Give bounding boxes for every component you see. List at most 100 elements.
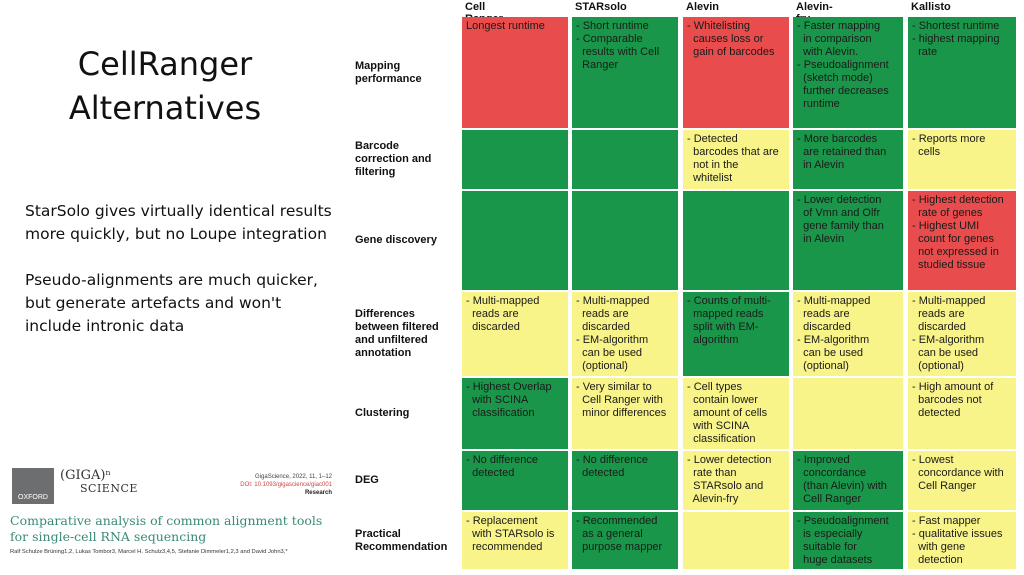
cell-text-line: minor differences <box>576 407 667 419</box>
cell-text-line: - Very similar to <box>576 381 652 393</box>
cell-text-line: runtime <box>797 98 840 110</box>
cell-text-line: - Faster mapping <box>797 20 881 32</box>
cell-text-line: concordance <box>797 467 867 479</box>
cell-text-line: - High amount of <box>912 381 994 393</box>
cell-text-line: - Fast mapper <box>912 515 981 527</box>
citation-text: GigaScience, 2022, 11, 1–12 <box>255 474 332 480</box>
table-cell: - Lower detection rate than STARsolo and… <box>683 451 789 510</box>
cell-text-line: concordance with <box>912 467 1004 479</box>
table-cell <box>683 512 789 569</box>
cell-text-line: - Multi-mapped <box>912 295 986 307</box>
table-cell: - Improved concordance (than Alevin) wit… <box>793 451 903 510</box>
cell-text-line: split with EM- <box>687 321 759 333</box>
row-label-5: DEG <box>355 451 459 510</box>
cell-text-line: - Reports more <box>912 133 986 145</box>
row-label-line: performance <box>355 72 422 85</box>
cell-text-line: - Lower detection <box>797 194 882 206</box>
cell-text-line: detected <box>912 407 961 419</box>
cell-text-line: further decreases <box>797 85 889 97</box>
cell-text-line: (optional) <box>912 360 964 372</box>
cell-text-line: amount of cells <box>687 407 768 419</box>
cell-text-line: STARsolo and <box>687 480 764 492</box>
cell-text-line: cells <box>912 146 941 158</box>
cell-text-line: causes loss or <box>687 33 764 45</box>
table-cell: - More barcodes are retained than in Ale… <box>793 130 903 189</box>
cell-text-line: with SCINA <box>466 394 529 406</box>
table-cell <box>462 130 568 189</box>
cell-text-line: barcodes that are <box>687 146 779 158</box>
cell-text-line: Ranger <box>576 59 619 71</box>
cell-text-line: Alevin-fry <box>687 493 739 505</box>
row-label-line: Recommendation <box>355 540 448 553</box>
table-cell: - Replacement with STARsolo is recommend… <box>462 512 568 569</box>
table-cell: - No difference detected <box>572 451 678 510</box>
cell-text-line: purpose mapper <box>576 541 663 553</box>
cell-text-line: detected <box>576 467 625 479</box>
cell-text-line: is especially <box>797 528 863 540</box>
cell-text-line: rate of genes <box>912 207 983 219</box>
cell-text-line: studied tissue <box>912 259 986 271</box>
cell-text-line: - Replacement <box>466 515 538 527</box>
cell-text-line: with SCINA <box>687 420 750 432</box>
cell-text-line: gene family than <box>797 220 884 232</box>
row-label-line: DEG <box>355 474 379 486</box>
row-label-line: filtering <box>355 166 396 178</box>
paper-citation: GigaScience, 2022, 11, 1–12 DOI: 10.1093… <box>240 473 332 497</box>
table-cell: - Multi-mapped reads are discarded - EM-a… <box>572 292 678 376</box>
cell-text-line: reads are <box>576 308 629 320</box>
cell-text-line: - Highest Overlap <box>466 381 552 393</box>
cell-text-line: contain lower <box>687 394 758 406</box>
row-label-line: Practical <box>355 527 401 540</box>
cell-text-line: rate than <box>687 467 737 479</box>
cell-text-line: of Vmn and Olfr <box>797 207 881 219</box>
cell-text-line: with STARsolo is <box>466 528 555 540</box>
cell-text-line: - Comparable <box>576 33 643 45</box>
cell-text-line: mapped reads <box>687 308 764 320</box>
note-pseudo-alignment: Pseudo-alignments are much quicker, but … <box>25 271 318 335</box>
paper-reference: OXFORD (GIGA)ⁿ SCIENCE GigaScience, 2022… <box>10 463 340 571</box>
table-cell: Longest runtime <box>462 17 568 128</box>
row-label-line: and unfiltered <box>355 334 428 346</box>
table-cell: - Faster mapping in comparison with Alev… <box>793 17 903 128</box>
table-cell: - Detected barcodes that are not in the … <box>683 130 789 189</box>
cell-text-line: gain of barcodes <box>687 46 775 58</box>
row-label-line: Differences <box>355 308 415 320</box>
cell-text-line: can be used <box>912 347 979 359</box>
cell-text-line: - Multi-mapped <box>797 295 871 307</box>
cell-text-line: - Multi-mapped <box>576 295 650 307</box>
cell-text-line: classification <box>687 433 756 445</box>
slide-title: CellRanger Alternatives <box>40 42 290 130</box>
paper-title: Comparative analysis of common alignment… <box>10 513 323 544</box>
table-cell: - No difference detected <box>462 451 568 510</box>
doi-link[interactable]: DOI: 10.1093/gigascience/giac001 <box>240 482 332 488</box>
row-label-line: correction and <box>355 153 432 165</box>
cell-text-line: can be used <box>797 347 864 359</box>
table-cell: - Recommended as a general purpose mappe… <box>572 512 678 569</box>
cell-text-line: - No difference <box>466 454 538 466</box>
cell-text-line: not in the <box>687 159 739 171</box>
cell-text-line: - Highest detection <box>912 194 1004 206</box>
cell-text-line: - Recommended <box>576 515 658 527</box>
cell-text-line: - EM-algorithm <box>912 334 985 346</box>
row-label-line: Gene discovery <box>355 234 437 246</box>
cell-text-line: discarded <box>912 321 966 333</box>
row-label-3: Differences between filtered and unfiltere… <box>355 292 459 376</box>
table-cell <box>572 130 678 189</box>
table-cell: - Lowest concordance with Cell Ranger <box>908 451 1016 510</box>
table-cell: - Multi-mapped reads are discarded - EM-a… <box>793 292 903 376</box>
cell-text-line: rate <box>912 46 938 58</box>
table-cell <box>572 191 678 290</box>
table-cell: - Short runtime - Comparable results with… <box>572 17 678 128</box>
table-cell: - Lower detection of Vmn and Olfr gene f… <box>793 191 903 290</box>
table-cell: - Shortest runtime - highest mapping rate <box>908 17 1016 128</box>
cell-text-line: reads are <box>912 308 965 320</box>
row-label-line: Clustering <box>355 407 410 419</box>
cell-text-line: - Highest UMI <box>912 220 980 232</box>
table-cell: - Highest detection rate of genes - Highe… <box>908 191 1016 290</box>
cell-text-line: suitable for <box>797 541 857 553</box>
row-label-line: annotation <box>355 347 412 359</box>
cell-text-line: reads are <box>797 308 850 320</box>
cell-text-line: discarded <box>797 321 851 333</box>
cell-text-line: in comparison <box>797 33 872 45</box>
table-cell: - High amount of barcodes not detected <box>908 378 1016 449</box>
